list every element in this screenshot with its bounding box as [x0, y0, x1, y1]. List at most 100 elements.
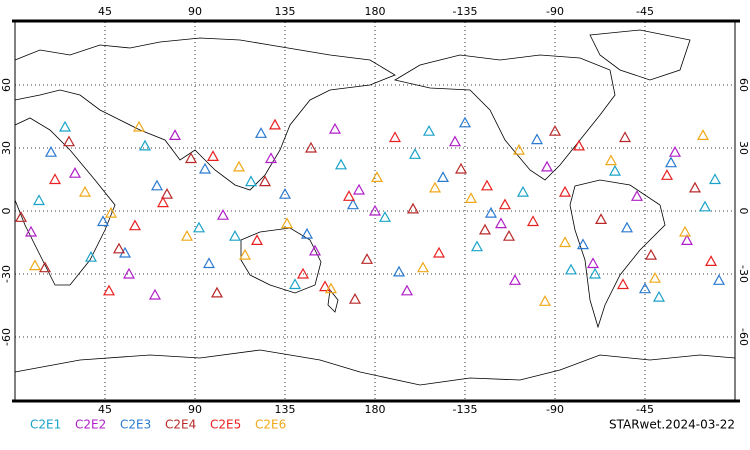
legend-label: C2E6 — [255, 418, 286, 432]
occultation-marker — [150, 179, 164, 191]
occultation-marker — [232, 160, 246, 172]
y-tick-label-left: -30 — [0, 265, 13, 283]
occultation-marker — [280, 217, 294, 229]
occultation-marker — [112, 242, 126, 254]
occultation-marker — [616, 278, 630, 290]
occultation-marker — [416, 261, 430, 273]
occultation-marker — [540, 160, 554, 172]
occultation-marker — [594, 213, 608, 224]
occultation-marker — [644, 248, 658, 260]
occultation-marker — [696, 129, 710, 140]
occultation-marker — [428, 181, 442, 193]
occultation-marker — [206, 150, 220, 161]
occultation-marker — [480, 179, 494, 191]
occultation-marker — [254, 127, 268, 138]
occultation-marker — [78, 185, 92, 197]
occultation-marker — [508, 274, 522, 285]
occultation-marker — [478, 223, 492, 235]
occultation-marker — [392, 265, 406, 277]
occultation-marker — [96, 215, 110, 227]
occultation-marker — [348, 292, 362, 304]
y-tick-label-left: 30 — [0, 141, 13, 155]
occultation-marker — [648, 271, 662, 283]
occultation-marker — [668, 145, 682, 157]
occultation-marker — [228, 229, 242, 241]
occultation-marker — [324, 282, 338, 294]
x-tick-label-top: 180 — [365, 5, 386, 18]
occultation-marker — [436, 171, 450, 182]
y-tick-label-left: 60 — [0, 78, 13, 92]
occultation-marker — [128, 219, 142, 231]
occultation-marker — [484, 206, 498, 218]
occultation-marker — [28, 259, 42, 271]
occultation-marker — [498, 198, 512, 210]
occultation-marker — [300, 227, 314, 239]
occultation-marker — [638, 282, 652, 294]
occultation-marker — [328, 122, 342, 134]
occultation-marker — [588, 267, 602, 279]
occultation-marker — [458, 116, 472, 128]
legend-label: C2E3 — [120, 418, 151, 432]
occultation-marker — [630, 190, 644, 201]
occultation-marker — [678, 225, 692, 237]
occultation-marker — [44, 145, 58, 157]
occultation-marker — [258, 175, 272, 187]
occultation-marker — [660, 169, 674, 180]
occultation-marker — [470, 240, 484, 252]
occultation-marker — [104, 206, 118, 218]
occultation-marker — [334, 158, 348, 170]
occultation-marker — [688, 181, 702, 193]
occultation-marker — [250, 234, 264, 245]
occultation-marker — [342, 190, 356, 201]
occultation-marker — [564, 263, 578, 275]
occultation-marker — [502, 229, 516, 241]
x-tick-label-top: 90 — [188, 5, 202, 18]
x-tick-label-top: -90 — [546, 5, 564, 18]
occultation-marker — [512, 143, 526, 155]
occultation-marker — [210, 286, 224, 298]
occultation-marker — [664, 156, 678, 168]
occultation-marker — [318, 280, 332, 292]
occultation-marker — [558, 185, 572, 197]
occultation-marker — [378, 211, 392, 222]
occultation-marker — [132, 120, 146, 132]
occultation-marker — [14, 211, 28, 222]
y-tick-label-right: -30 — [737, 265, 750, 283]
occultation-marker — [84, 250, 98, 262]
occultation-marker — [202, 257, 216, 269]
occultation-marker — [712, 274, 726, 285]
occultation-marker — [168, 129, 182, 140]
occultation-marker — [406, 202, 420, 214]
x-tick-label-top: -45 — [636, 5, 654, 18]
occultation-marker — [516, 185, 530, 197]
occultation-marker — [308, 244, 322, 256]
occultation-marker — [360, 253, 374, 264]
occultation-marker — [346, 198, 360, 210]
occultation-marker — [304, 141, 318, 153]
occultation-marker — [288, 278, 302, 290]
x-tick-label-bottom: 90 — [188, 403, 202, 416]
legend-label: C2E1 — [30, 418, 61, 432]
occultation-marker — [48, 173, 62, 185]
y-tick-label-right: 0 — [737, 208, 750, 215]
occultation-marker — [32, 194, 46, 206]
occultation-marker — [370, 171, 384, 182]
occultation-marker — [704, 255, 718, 266]
occultation-marker — [538, 295, 552, 306]
legend-label: C2E2 — [75, 418, 106, 432]
occultation-marker — [604, 154, 618, 166]
occultation-marker — [58, 120, 72, 132]
occultation-marker — [352, 183, 366, 195]
occultation-marker — [148, 288, 162, 300]
occultation-marker — [238, 248, 252, 260]
x-tick-label-bottom: -90 — [546, 403, 564, 416]
occultation-marker — [548, 124, 562, 136]
y-tick-label-right: -60 — [737, 328, 750, 346]
occultation-marker — [368, 204, 382, 216]
occultation-marker — [102, 284, 116, 296]
occultation-marker — [652, 290, 666, 302]
occultation-marker — [122, 267, 136, 279]
y-tick-label-left: 0 — [0, 208, 13, 215]
occultation-marker — [244, 175, 258, 187]
